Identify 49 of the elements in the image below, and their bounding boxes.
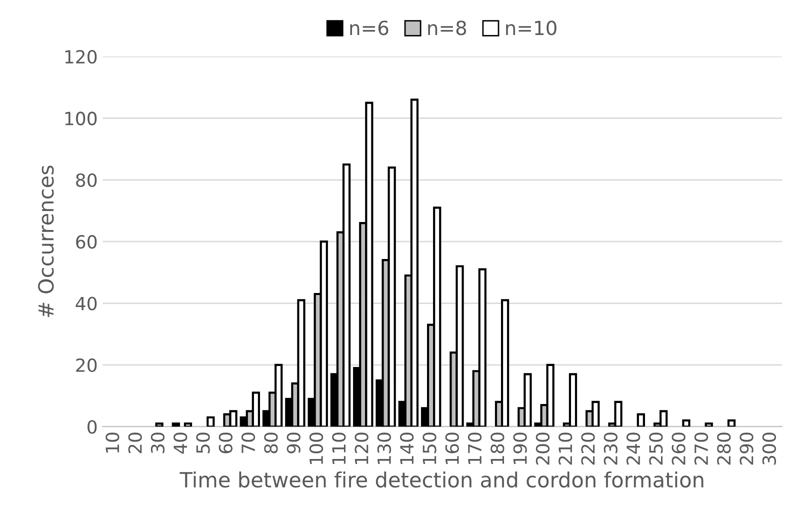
x-tick-label: 240 — [626, 432, 640, 465]
legend-label: n=6 — [350, 20, 388, 36]
x-tick-label: 90 — [286, 432, 300, 454]
x-tick-label: 200 — [536, 432, 550, 465]
x-tick-label: 220 — [581, 432, 595, 465]
y-tick-label: 40 — [76, 296, 97, 310]
x-tick-label: 140 — [400, 432, 414, 464]
bar — [704, 422, 713, 427]
bar — [727, 419, 736, 427]
y-tick-label: 20 — [76, 358, 97, 372]
x-axis-title: Time between fire detection and cordon formation — [180, 472, 704, 488]
bar — [682, 419, 690, 427]
x-tick-label: 260 — [672, 432, 686, 465]
x-tick-label: 40 — [174, 432, 188, 454]
x-tick-label: 270 — [694, 432, 708, 465]
x-tick-label: 250 — [649, 432, 663, 465]
y-axis-title: # Occurrences — [38, 166, 54, 317]
x-tick-label: 20 — [128, 432, 142, 454]
x-tick-label: 110 — [332, 432, 346, 464]
y-tick-label: 80 — [76, 173, 97, 188]
x-tick-label: 60 — [218, 432, 232, 454]
bar — [172, 422, 180, 427]
x-tick-label: 150 — [422, 432, 436, 464]
x-tick-label: 230 — [604, 432, 618, 465]
x-tick-label: 210 — [558, 432, 572, 465]
x-tick-label: 30 — [150, 432, 165, 454]
legend-label: n=8 — [428, 20, 466, 36]
y-tick-label: 0 — [88, 420, 97, 434]
y-tick-label: 120 — [65, 50, 97, 64]
x-tick-label: 80 — [264, 432, 278, 454]
x-tick-label: 130 — [377, 432, 392, 464]
x-tick-label: 100 — [309, 432, 324, 464]
y-tick-label: 60 — [76, 235, 97, 249]
x-tick-label: 160 — [445, 432, 459, 464]
x-tick-label: 10 — [106, 432, 120, 452]
x-tick-label: 190 — [513, 432, 527, 464]
x-tick-label: 120 — [354, 432, 368, 464]
x-tick-label: 280 — [717, 432, 731, 465]
bar — [184, 422, 192, 427]
x-tick-label: 50 — [196, 432, 210, 454]
legend-label: n=10 — [506, 20, 556, 36]
x-tick-label: 290 — [740, 432, 754, 465]
bar — [206, 416, 215, 427]
bar — [636, 413, 645, 427]
x-tick-label: 180 — [490, 432, 504, 464]
x-tick-label: 70 — [241, 432, 256, 453]
x-tick-label: 170 — [468, 432, 482, 464]
x-tick-label: 300 — [762, 432, 776, 465]
y-tick-label: 100 — [65, 112, 97, 126]
